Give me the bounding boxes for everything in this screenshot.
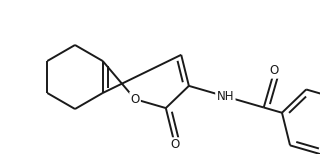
Text: O: O [170, 138, 180, 151]
Text: NH: NH [217, 90, 234, 103]
Text: O: O [270, 65, 279, 77]
Text: O: O [131, 93, 140, 106]
